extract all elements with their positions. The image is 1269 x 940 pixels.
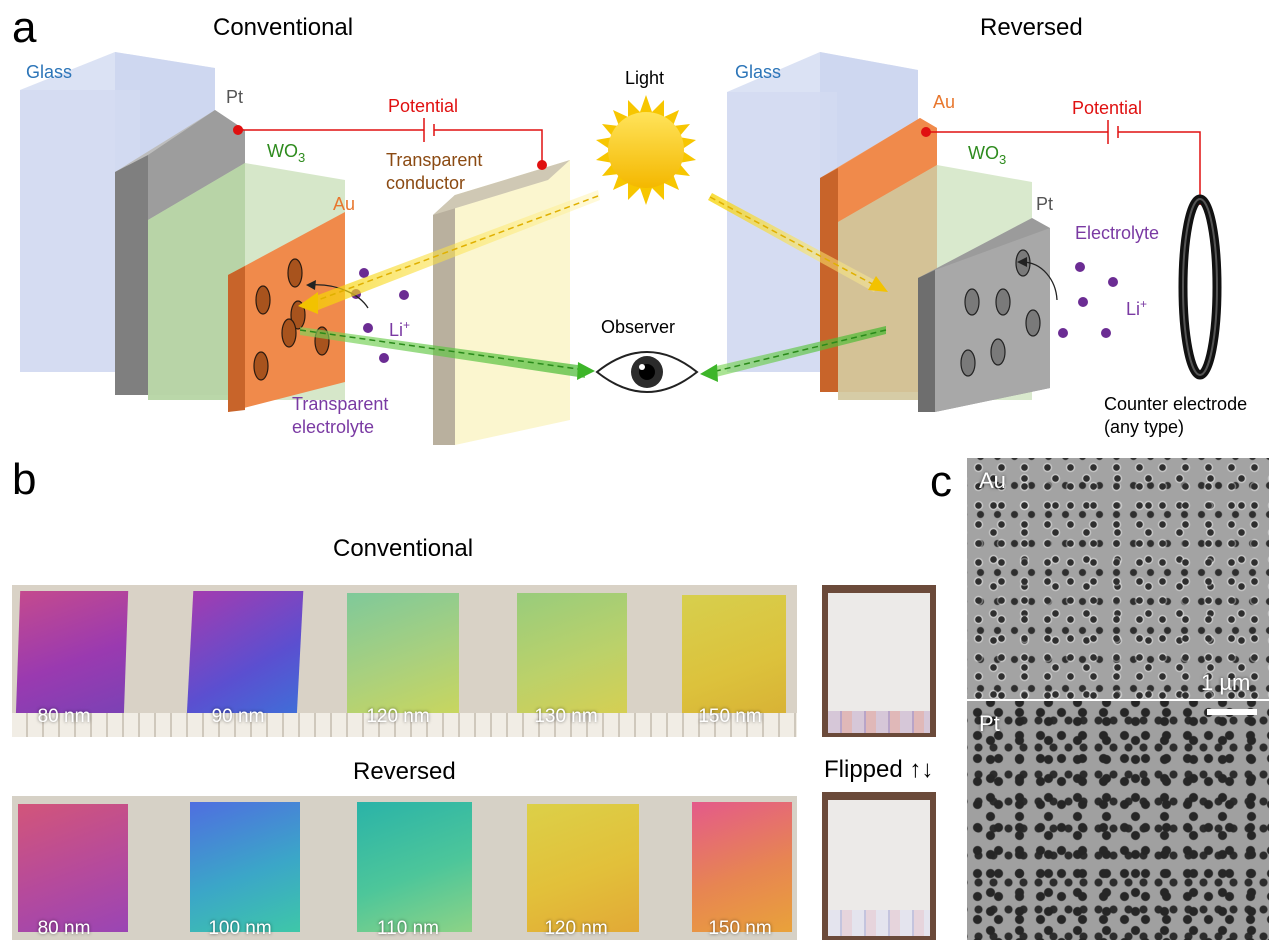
flipped-sample-top [822, 585, 936, 737]
conv-sample-150 [682, 595, 786, 715]
left-potential-label: Potential [388, 96, 458, 116]
right-glass-label: Glass [735, 62, 781, 82]
left-au-label: Au [333, 194, 355, 214]
left-li-label: Li+ [389, 318, 410, 340]
conv-sample-120 [347, 593, 459, 715]
scale-bar [1207, 709, 1257, 715]
rev-sample-110 [357, 802, 472, 932]
reversed-title: Reversed [980, 14, 1083, 41]
conventional-title: Conventional [213, 14, 354, 41]
left-pt-label: Pt [226, 87, 243, 107]
scale-bar-label: 1 µm [1201, 670, 1251, 695]
reversed-photo-strip: 80 nm 100 nm 110 nm 120 nm 150 nm [12, 796, 797, 940]
counter-electrode-label-1: Counter electrode [1104, 394, 1247, 414]
conv-label-90: 90 nm [211, 706, 265, 727]
right-li-label: Li+ [1126, 297, 1147, 319]
eye-icon [595, 351, 699, 393]
right-pt-layer [918, 218, 1050, 412]
light-label: Light [625, 68, 664, 88]
left-transparent-conductor [433, 160, 570, 445]
observer-label: Observer [601, 317, 675, 337]
panel-a-diagram: Glass Pt WO3 Au Potential Transparent co… [20, 52, 1247, 445]
rev-label-110: 110 nm [377, 918, 439, 939]
conv-label-130: 130 nm [534, 706, 598, 727]
left-au-layer [228, 212, 345, 412]
rev-label-150: 150 nm [708, 918, 772, 939]
right-electrolyte-label: Electrolyte [1075, 223, 1159, 243]
rev-sample-150 [692, 802, 792, 932]
transparent-electrolyte-label-2: electrolyte [292, 417, 374, 437]
rev-sample-100 [190, 802, 300, 932]
right-potential-circuit [926, 120, 1201, 200]
sem-au-label: Au [979, 468, 1006, 493]
rev-sample-80 [18, 804, 128, 932]
b-reversed-title: Reversed [353, 758, 456, 785]
conv-contact-strip [12, 713, 797, 737]
left-wo3-label: WO3 [267, 141, 305, 165]
rev-label-100: 100 nm [208, 918, 272, 939]
conv-sample-80 [15, 591, 129, 717]
rev-sample-120 [527, 804, 639, 932]
right-li-ions [1058, 262, 1118, 338]
transparent-electrolyte-label-1: Transparent [292, 394, 388, 414]
counter-electrode-ring [1178, 194, 1222, 380]
sun-icon [596, 95, 696, 205]
transparent-conductor-label-2: conductor [386, 173, 465, 193]
right-au-label: Au [933, 92, 955, 112]
flipped-label: Flipped ↑↓ [824, 756, 934, 783]
panel-c-letter: c [930, 457, 952, 506]
b-conventional-title: Conventional [333, 535, 474, 562]
counter-electrode-label-2: (any type) [1104, 417, 1184, 437]
conv-sample-90 [186, 591, 304, 717]
left-glass-label: Glass [26, 62, 72, 82]
rev-label-120: 120 nm [544, 918, 608, 939]
conv-label-80: 80 nm [37, 706, 91, 727]
right-wo3-label: WO3 [968, 143, 1006, 167]
conventional-photo-strip: 80 nm 90 nm 120 nm 130 nm 150 nm [12, 585, 797, 737]
flipped-sample-bottom [822, 792, 936, 940]
transparent-conductor-label-1: Transparent [386, 150, 482, 170]
panel-a-letter: a [12, 3, 37, 52]
left-potential-circuit [238, 118, 543, 165]
sem-au-image: Au 1 µm [967, 458, 1269, 699]
sem-pt-label: Pt [979, 711, 1000, 736]
rev-label-80: 80 nm [37, 918, 91, 939]
conv-label-120: 120 nm [366, 706, 430, 727]
sem-pt-image: Pt [967, 701, 1269, 940]
right-potential-label: Potential [1072, 98, 1142, 118]
panel-b-letter: b [12, 455, 37, 504]
right-pt-label: Pt [1036, 194, 1053, 214]
conv-label-150: 150 nm [698, 706, 762, 727]
conv-sample-130 [517, 593, 627, 715]
